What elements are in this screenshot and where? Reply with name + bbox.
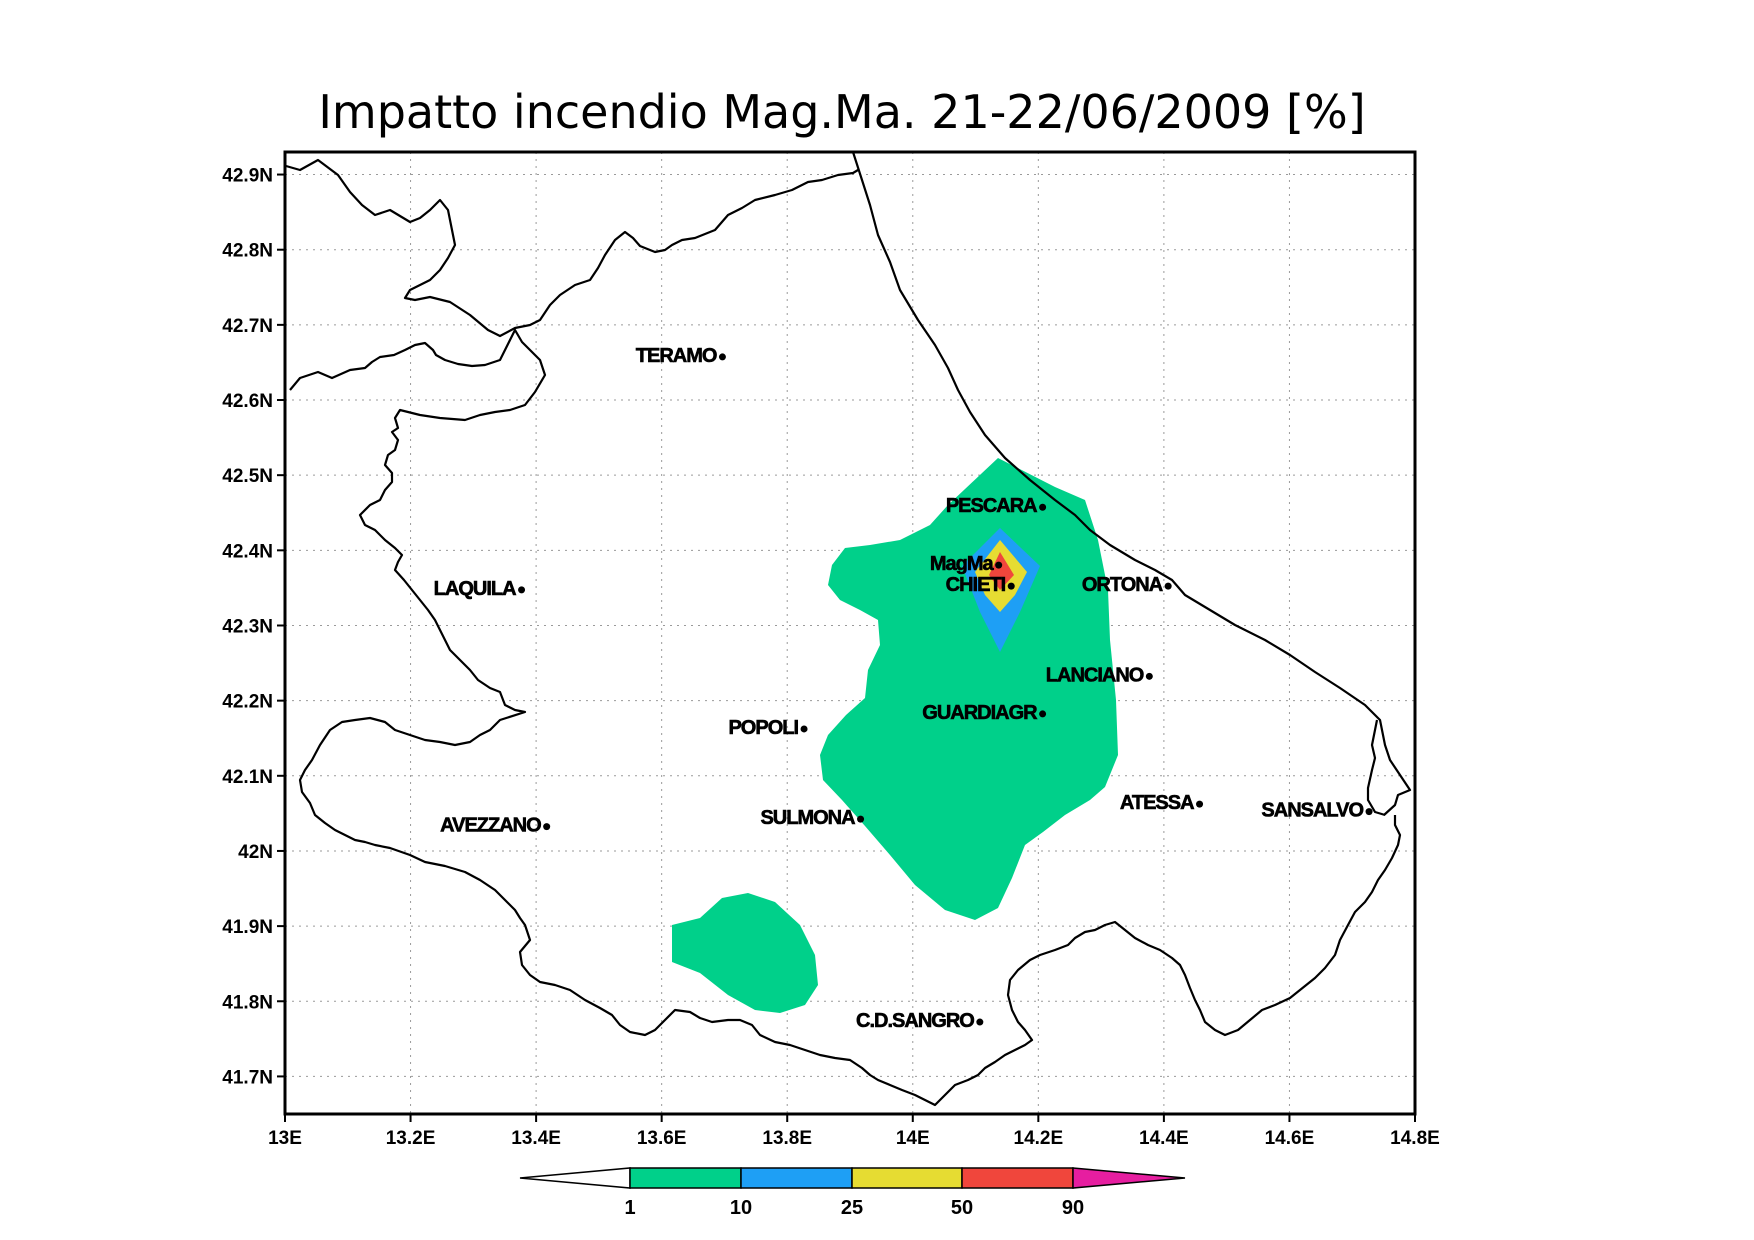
city-label-ortona: ORTONA	[1082, 574, 1163, 596]
map-title: Impatto incendio Mag.Ma. 21-22/06/2009 […	[318, 85, 1365, 139]
lon-tick-label: 13.4E	[511, 1128, 561, 1149]
city-label-pescara: PESCARA	[946, 495, 1037, 517]
city-marker	[1164, 582, 1172, 590]
city-marker	[518, 586, 526, 594]
lon-tick-label: 14.6E	[1265, 1128, 1315, 1149]
abruzzo-border	[289, 328, 1402, 1107]
contour-1-10-south	[672, 893, 818, 1013]
city-marker	[1039, 710, 1047, 718]
city-marker	[857, 815, 865, 823]
lon-tick-label: 14E	[896, 1128, 930, 1149]
lon-tick-label: 14.4E	[1139, 1128, 1189, 1149]
city-marker	[1145, 672, 1153, 680]
city-marker	[976, 1018, 984, 1026]
colorbar-segment	[1072, 1167, 1186, 1189]
city-label-lanciano: LANCIANO	[1046, 664, 1144, 686]
city-label-guardiagr: GUARDIAGR	[922, 702, 1038, 724]
city-marker	[543, 823, 551, 831]
city-marker	[1196, 800, 1204, 808]
colorbar-segment	[740, 1167, 853, 1189]
lon-tick-label: 13E	[268, 1128, 302, 1149]
colorbar-segment	[519, 1167, 631, 1189]
lon-tick-label: 14.2E	[1014, 1128, 1064, 1149]
city-label-atessa: ATESSA	[1120, 792, 1194, 814]
lat-tick-label: 42.7N	[222, 316, 273, 337]
colorbar-label: 10	[730, 1197, 752, 1219]
city-label-laquila: LAQUILA	[434, 578, 516, 600]
lat-tick-label: 41.7N	[222, 1067, 273, 1088]
city-marker	[718, 353, 726, 361]
lat-tick-label: 42.9N	[222, 166, 273, 187]
city-label-magma: MagMa	[930, 553, 995, 575]
contour-50-90	[989, 552, 1014, 590]
city-label-teramo: TERAMO	[636, 345, 717, 367]
city-marker	[995, 561, 1003, 569]
impact-contours	[672, 458, 1118, 1013]
city-marker	[800, 725, 808, 733]
colorbar: 1 10 25 50 90	[519, 1167, 1186, 1219]
lat-tick-label: 42.3N	[222, 616, 273, 637]
colorbar-label: 90	[1062, 1197, 1084, 1219]
lat-tick-label: 42.2N	[222, 692, 273, 713]
lon-tick-label: 13.2E	[386, 1128, 436, 1149]
longitude-axis: 13E 13.2E 13.4E 13.6E 13.8E 14E 14.2E 14.4E 14.6…	[268, 1114, 1440, 1149]
latitude-axis: 42.9N 42.8N 42.7N 42.6N 42.5N 42.4N 42.3N 42.2N…	[222, 166, 285, 1088]
lat-tick-label: 42.1N	[222, 767, 273, 788]
colorbar-label: 1	[624, 1197, 635, 1219]
lat-tick-label: 42.8N	[222, 241, 273, 262]
colorbar-label: 50	[951, 1197, 973, 1219]
city-label-avezzano: AVEZZANO	[440, 815, 541, 837]
city-label-sansalvo: SANSALVO	[1261, 800, 1363, 822]
colorbar-segment	[629, 1167, 742, 1189]
lat-tick-label: 41.9N	[222, 917, 273, 938]
region-borders	[285, 151, 1412, 1107]
lon-tick-label: 14.8E	[1390, 1128, 1440, 1149]
colorbar-segment	[961, 1167, 1074, 1189]
colorbar-segment	[851, 1167, 963, 1189]
regional-border	[285, 158, 859, 338]
lat-tick-label: 41.8N	[222, 992, 273, 1013]
lon-tick-label: 13.6E	[637, 1128, 687, 1149]
lat-tick-label: 42N	[238, 842, 273, 863]
graticule-grid	[285, 152, 1415, 1114]
city-label-popoli: POPOLI	[728, 717, 798, 739]
city-marker	[1039, 503, 1047, 511]
plot-frame	[283, 150, 1417, 1116]
city-marker	[1365, 808, 1373, 816]
contour-1-10-main	[820, 458, 1118, 920]
city-marker	[1007, 582, 1015, 590]
molise-border	[1366, 719, 1386, 817]
lat-tick-label: 42.5N	[222, 466, 273, 487]
colorbar-label: 25	[841, 1197, 863, 1219]
lat-tick-label: 42.6N	[222, 391, 273, 412]
city-label-sulmona: SULMONA	[760, 807, 855, 829]
lon-tick-label: 13.8E	[762, 1128, 812, 1149]
lat-tick-label: 42.4N	[222, 541, 273, 562]
coastline	[851, 151, 1412, 816]
city-label-c-d-sangro: C.D.SANGRO	[856, 1010, 974, 1032]
city-label-chieti: CHIETI	[946, 574, 1006, 596]
